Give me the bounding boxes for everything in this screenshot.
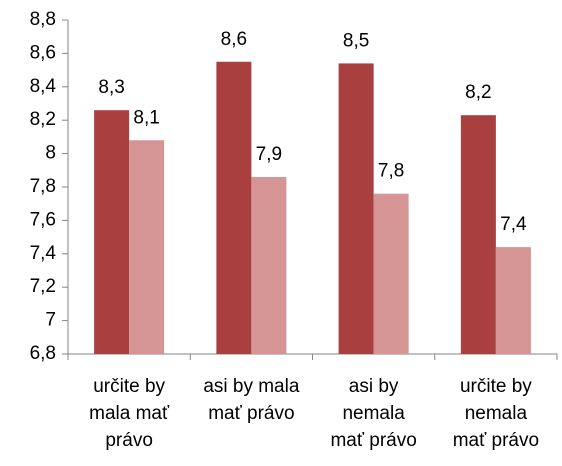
data-label: 7,9 bbox=[256, 144, 282, 165]
bar bbox=[495, 247, 531, 354]
data-label: 8,5 bbox=[343, 30, 369, 51]
x-tick-label: určite by nemala mať právo bbox=[453, 376, 539, 451]
y-tick-label: 7,4 bbox=[30, 243, 57, 264]
y-tick-label: 8 bbox=[45, 143, 56, 164]
y-tick-label: 8,6 bbox=[30, 42, 56, 63]
bar bbox=[129, 140, 165, 354]
bar bbox=[338, 63, 374, 355]
x-tick-label-line: právo bbox=[105, 430, 153, 451]
data-label: 8,6 bbox=[221, 29, 247, 50]
x-tick-label-line: asi by mala bbox=[203, 376, 300, 397]
x-tick-label-line: určite by bbox=[460, 376, 532, 397]
x-tick-label: určite by mala mať právo bbox=[89, 376, 170, 451]
y-tick-label: 8,2 bbox=[30, 109, 56, 130]
data-label: 8,1 bbox=[133, 107, 159, 128]
data-label: 7,8 bbox=[378, 161, 404, 182]
x-tick-label-line: určite by bbox=[93, 376, 165, 397]
x-tick-label: asi by mala mať právo bbox=[203, 376, 300, 424]
bar bbox=[460, 115, 496, 354]
x-tick-label-line: asi by bbox=[349, 376, 399, 397]
x-tick-label-line: nemala bbox=[342, 403, 405, 424]
data-label: 8,3 bbox=[98, 77, 124, 98]
x-tick-label-line: nemala bbox=[465, 403, 528, 424]
y-tick-label: 8,4 bbox=[30, 76, 57, 97]
y-tick-label: 7,8 bbox=[30, 176, 56, 197]
x-tick-label-line: mať právo bbox=[330, 430, 416, 451]
y-tick-label: 7 bbox=[45, 310, 56, 331]
bar bbox=[94, 110, 130, 355]
x-tick-label-line: mať právo bbox=[453, 430, 539, 451]
x-tick-label: asi by nemala mať právo bbox=[330, 376, 416, 451]
y-tick-label: 6,8 bbox=[30, 343, 56, 364]
y-tick-label: 8,8 bbox=[30, 9, 56, 30]
x-tick-label-line: mať právo bbox=[208, 403, 294, 424]
bar bbox=[216, 61, 252, 354]
y-tick-label: 7,2 bbox=[30, 276, 56, 297]
data-label: 7,4 bbox=[500, 214, 527, 235]
bar bbox=[373, 193, 409, 354]
x-tick-label-line: mala mať bbox=[89, 403, 170, 424]
bar bbox=[251, 176, 287, 354]
data-label: 8,2 bbox=[465, 82, 491, 103]
y-tick-label: 7,6 bbox=[30, 209, 56, 230]
